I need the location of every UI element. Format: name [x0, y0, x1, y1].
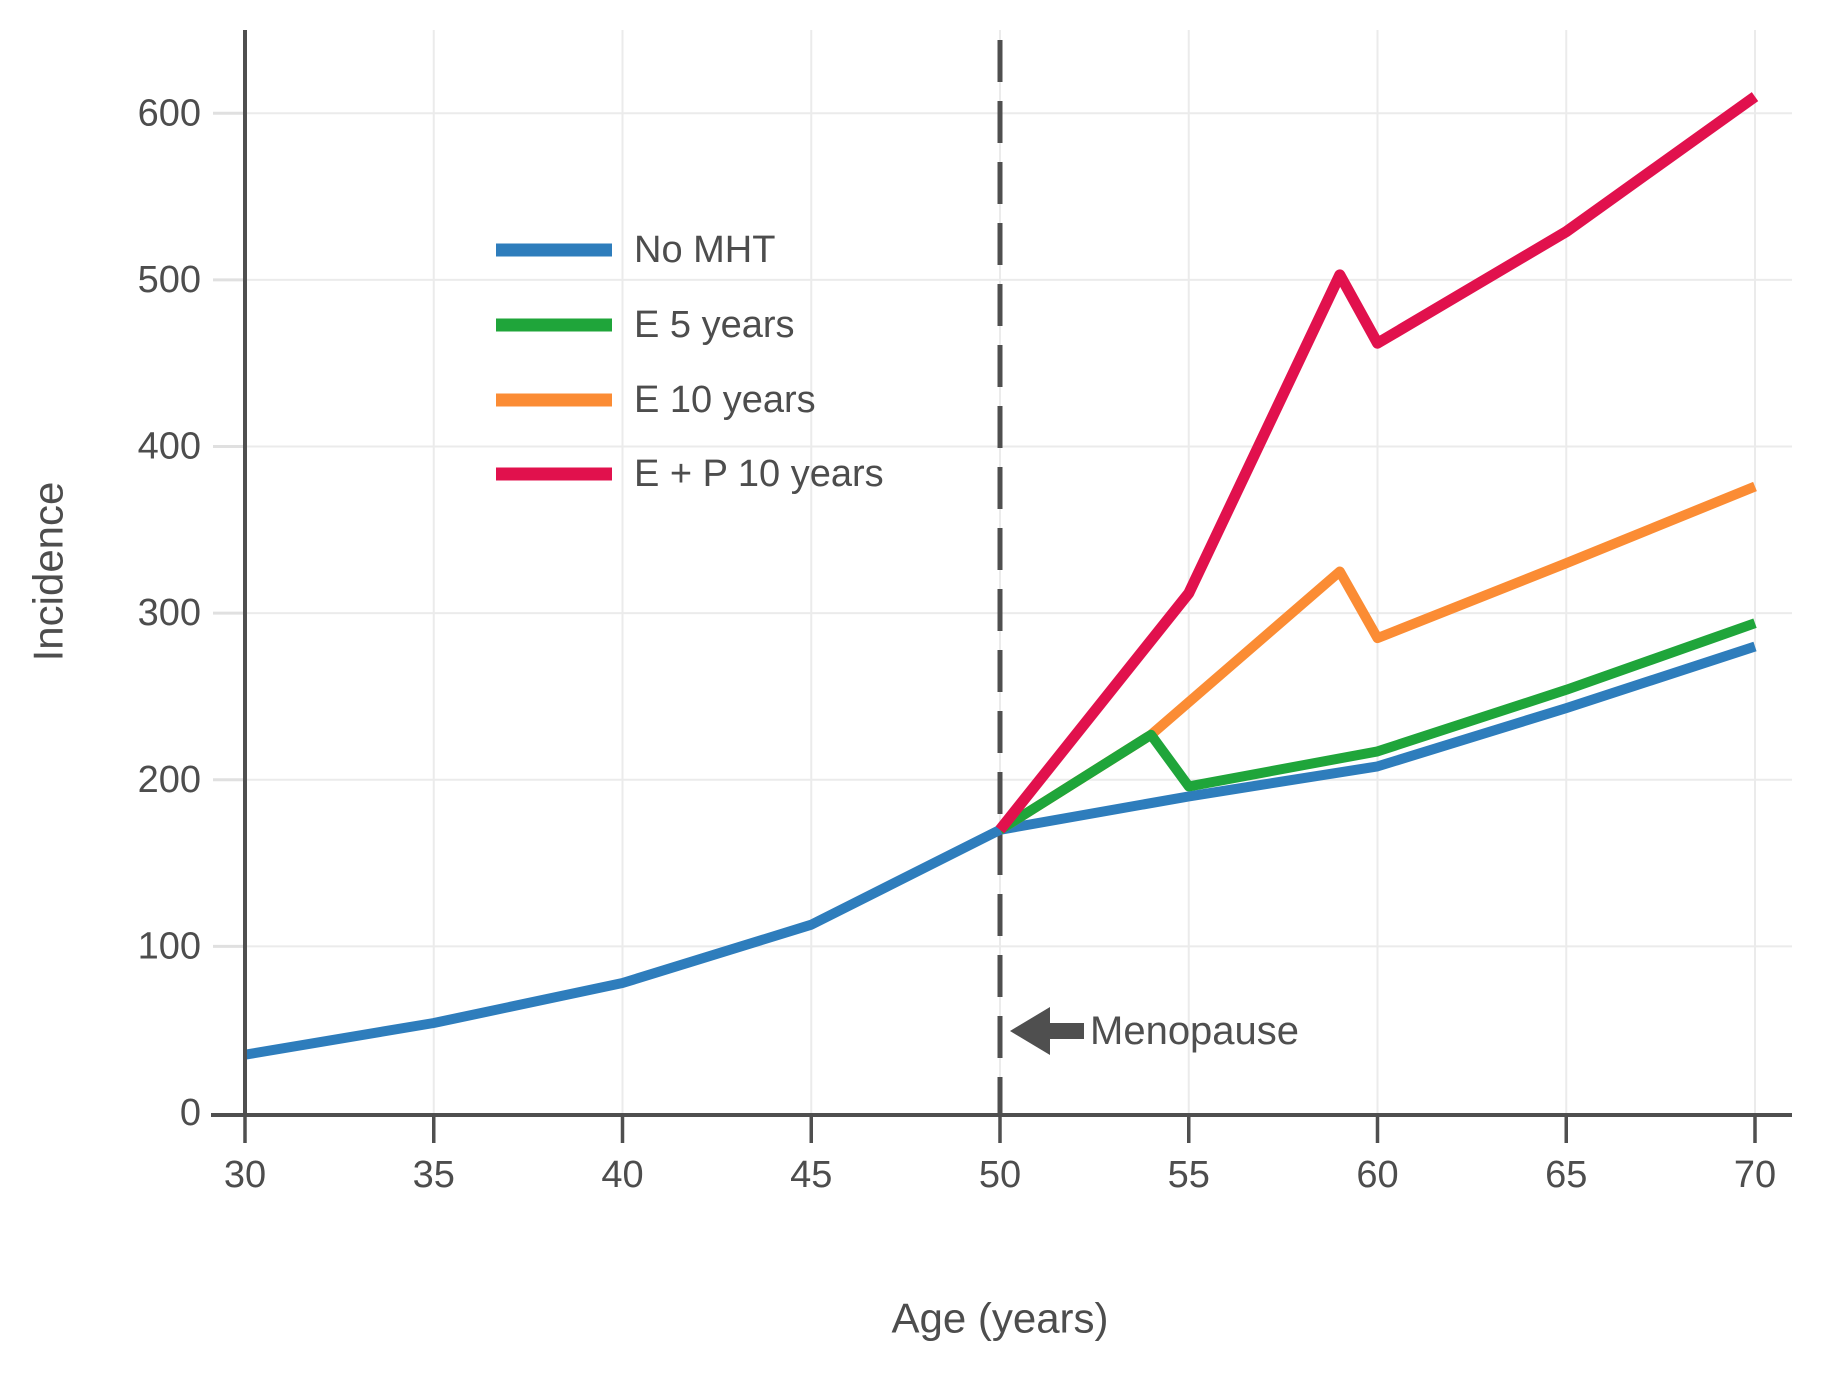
legend-label-e-10-years: E 10 years	[634, 379, 816, 421]
series-lines	[244, 92, 1759, 1060]
left-arrow-icon-head	[1010, 1007, 1050, 1055]
legend: No MHT E 5 years E 10 years E + P 10 years	[496, 229, 884, 495]
x-tick-label: 30	[224, 1154, 266, 1196]
legend-label-no-mht: No MHT	[634, 229, 775, 271]
x-axis-title: Age (years)	[891, 1295, 1108, 1342]
x-tick-label: 60	[1356, 1154, 1398, 1196]
series-line-e-5-years	[997, 618, 1757, 835]
x-tick-label: 50	[979, 1154, 1021, 1196]
x-tick-label: 70	[1734, 1154, 1776, 1196]
x-tick-label: 55	[1168, 1154, 1210, 1196]
x-tick-label: 45	[790, 1154, 832, 1196]
gridlines	[213, 30, 1792, 1113]
menopause-label: Menopause	[1090, 1009, 1299, 1053]
y-tick-label: 200	[138, 759, 201, 801]
x-tick-label: 35	[413, 1154, 455, 1196]
x-tick-label: 65	[1545, 1154, 1587, 1196]
legend-label-e-p-10-years: E + P 10 years	[634, 453, 884, 495]
y-tick-label: 0	[180, 1092, 201, 1134]
y-tick-label: 400	[138, 426, 201, 468]
y-tick-label: 500	[138, 259, 201, 301]
legend-label-e-5-years: E 5 years	[634, 304, 795, 346]
y-axis-title: Incidence	[25, 482, 72, 662]
series-line-e-p-10-years	[995, 92, 1759, 834]
y-tick-label: 600	[138, 92, 201, 134]
y-tick-label: 100	[138, 925, 201, 967]
y-tick-label: 300	[138, 592, 201, 634]
left-arrow-icon-shaft	[1046, 1023, 1084, 1039]
x-tick-label: 40	[601, 1154, 643, 1196]
menopause-annotation: Menopause	[1010, 1007, 1299, 1055]
